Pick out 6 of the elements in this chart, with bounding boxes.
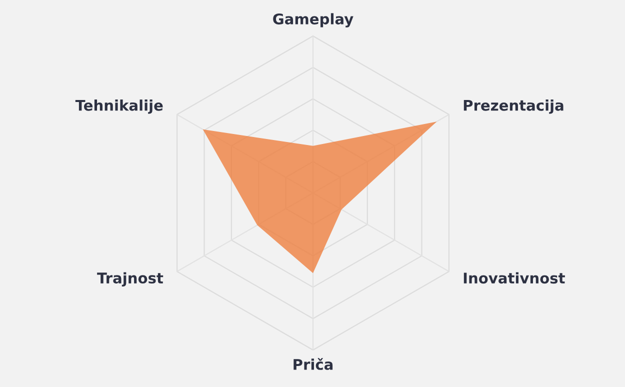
- spoke-label: Priča: [294, 358, 333, 370]
- spoke-label: Tehnikalije: [75, 100, 163, 114]
- spoke-label: Inovativnost: [464, 272, 565, 284]
- spoke-label: Gameplay: [273, 13, 354, 28]
- spoke-label: Prezentacija: [464, 100, 564, 114]
- spoke-label: Trajnost: [97, 272, 164, 286]
